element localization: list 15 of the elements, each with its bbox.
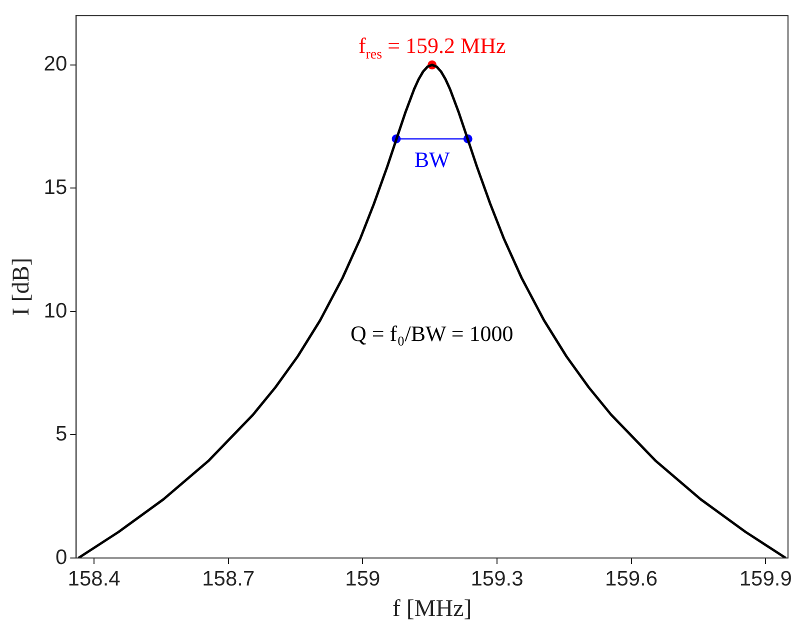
- x-tick-label: 158.7: [202, 567, 255, 590]
- y-axis-title: I [dB]: [8, 258, 35, 316]
- y-tick-label: 20: [44, 52, 68, 76]
- x-tick-label: 158.4: [68, 567, 121, 590]
- y-tick-label: 5: [55, 422, 68, 446]
- annotation: BW: [414, 146, 450, 172]
- x-tick-label: 159.9: [739, 567, 792, 590]
- x-tick-label: 159.3: [470, 567, 524, 590]
- x-tick-label: 159.6: [605, 567, 658, 590]
- x-axis-title: f [MHz]: [392, 596, 472, 622]
- x-tick-label: 159: [345, 567, 380, 590]
- y-tick-label: 15: [44, 176, 68, 199]
- y-tick-label: 0: [55, 546, 68, 569]
- annotation: Q = f₀/BW = 1000: [350, 321, 514, 346]
- y-tick-label: 10: [44, 299, 68, 322]
